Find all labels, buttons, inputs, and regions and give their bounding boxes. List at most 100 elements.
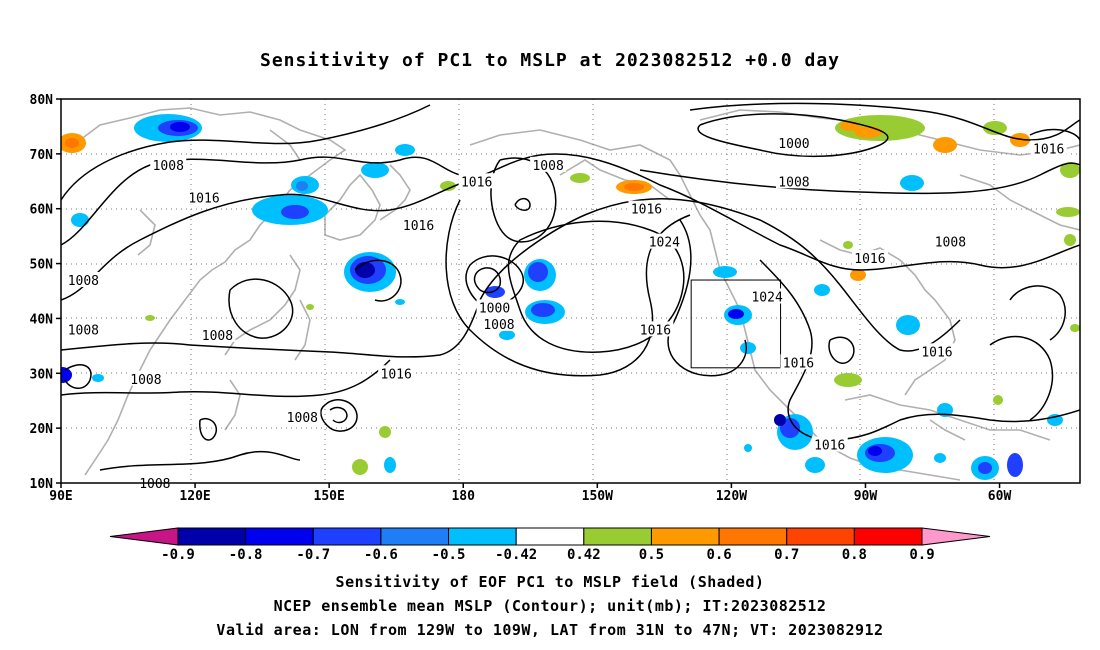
colorbar-label: 0.5 [639, 547, 664, 563]
sensitivity-blob [531, 303, 555, 317]
sensitivity-blob [713, 266, 737, 278]
colorbar-swatch [448, 527, 517, 546]
coastlines [61, 107, 1080, 481]
sensitivity-blob [624, 183, 644, 191]
sensitivity-blob [281, 205, 309, 219]
lon-tick-label: 120W [716, 489, 747, 504]
contour-label-bg [851, 250, 888, 266]
contour-label: 1016 [783, 356, 814, 371]
lat-tick-label: 70N [30, 148, 54, 163]
contour-label-bg [918, 343, 955, 359]
sensitivity-blob [1056, 207, 1080, 217]
sensitivity-blob [528, 262, 548, 282]
contour-label-bg [1030, 140, 1067, 156]
contour-label-bg [150, 156, 187, 172]
sensitivity-blob [834, 373, 862, 387]
lat-lon-grid [61, 99, 1080, 483]
colorbar-swatch [853, 527, 923, 546]
sensitivity-blob [170, 122, 190, 132]
sensitivity-blob [774, 414, 786, 426]
lon-tick-label: 90E [49, 489, 72, 504]
caption-line-1: Sensitivity of EOF PC1 to MSLP field (Sh… [335, 573, 765, 591]
contour-label: 1008 [532, 159, 563, 174]
contour-label: 1016 [188, 192, 219, 207]
sensitivity-blob [1007, 453, 1023, 477]
sensitivity-blob [395, 299, 405, 305]
contour-label-bg [284, 409, 321, 425]
sensitivity-blob [355, 262, 375, 278]
colorbar-label: -0.5 [432, 547, 466, 563]
contour-label: 1008 [202, 329, 233, 344]
colorbar: -0.9 -0.8 -0.7 -0.6 -0.5 -0.42 0.42 0.5 0.6 0.7 0.… [109, 527, 991, 563]
sensitivity-blob [92, 374, 104, 382]
colorbar-swatch [177, 527, 247, 546]
caption-line-2: NCEP ensemble mean MSLP (Contour); unit(… [273, 597, 827, 615]
lon-tick-label: 60W [988, 489, 1012, 504]
sensitivity-shading [61, 114, 1080, 480]
lon-axis: 90E 120E 150E 180 150W 120W 90W 60W [49, 483, 1011, 504]
contour-label: 1016 [461, 175, 492, 190]
lon-tick-label: 120E [179, 489, 210, 504]
contour-label: 1008 [68, 274, 99, 289]
colorbar-swatch [583, 527, 652, 546]
contour-label-bg [199, 326, 236, 342]
sensitivity-blob [361, 162, 389, 178]
sensitivity-blob [65, 138, 79, 148]
colorbar-label: -0.42 [495, 547, 537, 563]
colorbar-label: 0.42 [567, 547, 601, 563]
contour-label: 1000 [778, 137, 809, 152]
contour-label-bg [932, 233, 969, 249]
mslp-contours [61, 102, 1080, 471]
contour-label-bg [480, 315, 517, 331]
sensitivity-blob [61, 367, 72, 383]
contour-label: 1016 [1033, 142, 1064, 157]
contour-label-bg [628, 200, 665, 216]
contour-label: 1008 [153, 159, 184, 174]
contour-label: 1024 [751, 290, 782, 305]
sensitivity-blob [499, 330, 515, 340]
contour-label: 1008 [778, 175, 809, 190]
contour-label-bg [186, 189, 223, 205]
contour-label-bg [780, 354, 817, 370]
sensitivity-blob [440, 181, 456, 191]
sensitivity-blob [1010, 133, 1030, 147]
contour-label-bg [637, 321, 674, 337]
colorbar-swatch [380, 527, 450, 546]
contour-label: 1016 [921, 345, 952, 360]
contour-label: 1000 [479, 301, 510, 316]
sensitivity-blob [805, 457, 825, 473]
sensitivity-blob [900, 175, 924, 191]
sensitivity-blob [1070, 324, 1080, 332]
contour-label-bg [530, 156, 567, 172]
sensitivity-blob [384, 457, 396, 473]
map-title: Sensitivity of PC1 to MSLP at 2023082512… [259, 50, 840, 71]
colorbar-swatch [650, 527, 720, 546]
contour-label: 1008 [130, 373, 161, 388]
sensitivity-blob [145, 315, 155, 321]
plot-frame [60, 98, 1081, 484]
colorbar-label: 0.7 [774, 547, 799, 563]
contour-labels: 1000 1016 1008 1008 1016 1008 1016 1016 1016 1024… [65, 134, 1067, 492]
contour-label: 1008 [287, 411, 318, 426]
sensitivity-blob [937, 403, 953, 417]
contour-label-bg [646, 233, 683, 249]
lon-tick-label: 90W [854, 489, 878, 504]
colorbar-swatch [515, 527, 585, 546]
contour-label: 1016 [381, 367, 412, 382]
colorbar-swatch [786, 527, 855, 546]
sensitivity-blob [296, 181, 308, 191]
contour-label: 1008 [935, 236, 966, 251]
lat-tick-label: 40N [30, 312, 54, 327]
sensitivity-blob [934, 453, 946, 463]
lon-tick-label: 150W [582, 489, 613, 504]
lat-axis: 80N 70N 60N 50N 40N 30N 20N 10N [30, 93, 61, 492]
contour-label: 1016 [640, 323, 671, 338]
sensitivity-blob [379, 426, 391, 438]
lon-tick-label: 150E [314, 489, 345, 504]
lat-tick-label: 20N [30, 422, 54, 437]
sensitivity-blob [71, 213, 89, 227]
lat-tick-label: 50N [30, 258, 54, 273]
sensitivity-blob [850, 269, 866, 281]
contour-label: 1024 [649, 236, 680, 251]
